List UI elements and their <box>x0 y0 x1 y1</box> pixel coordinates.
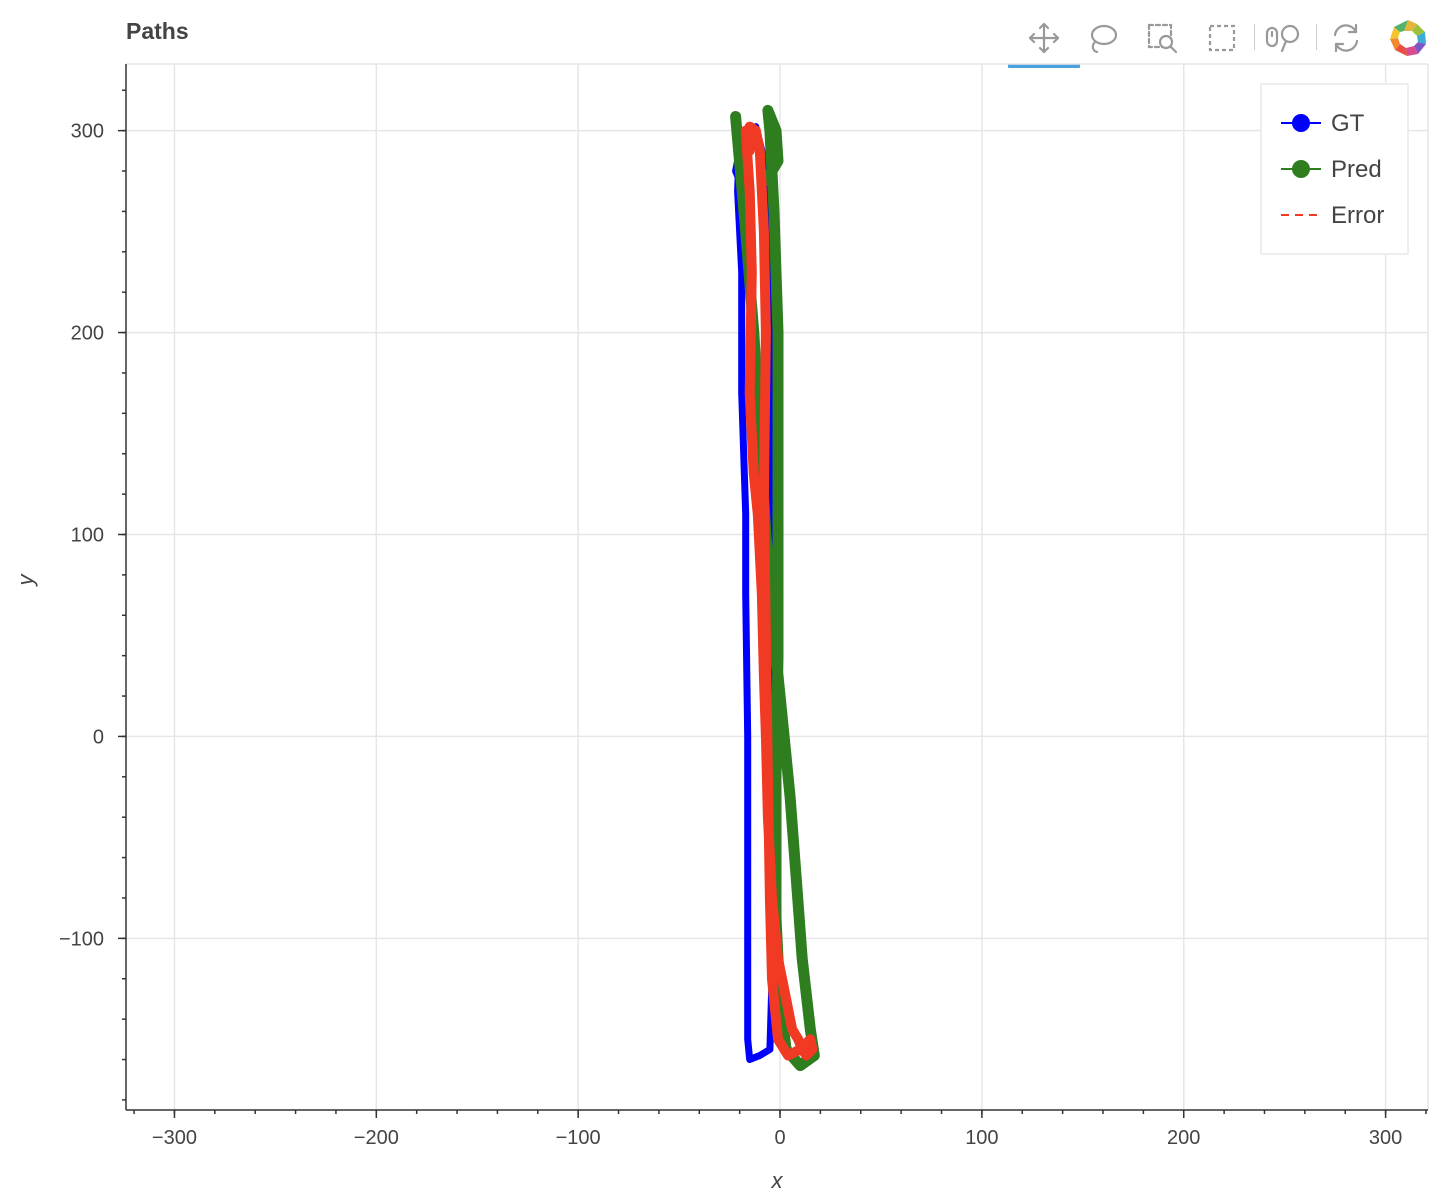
axes: −300 −200 −100 0 100 200 300 −100 0 100 200 300 <box>59 64 1428 1149</box>
lasso-icon <box>1090 24 1118 54</box>
box-select-icon <box>1208 24 1236 52</box>
wheel-zoom-tool[interactable] <box>1262 16 1306 60</box>
legend-item-gt: GT <box>1281 110 1365 137</box>
box-zoom-icon <box>1147 23 1178 54</box>
x-tick-label: −100 <box>556 1127 601 1149</box>
x-tick-label: 100 <box>965 1127 998 1149</box>
y-tick-label: 0 <box>93 726 104 748</box>
legend-label-pred: Pred <box>1331 156 1382 183</box>
y-tick-label: 100 <box>71 524 104 546</box>
lasso-select-tool[interactable] <box>1080 16 1124 60</box>
x-tick-label: 300 <box>1369 1127 1402 1149</box>
x-axis-title: x <box>771 1168 784 1193</box>
pan-tool[interactable] <box>1008 16 1080 68</box>
y-tick-label: 200 <box>71 323 104 345</box>
toolbar <box>1008 10 1440 68</box>
x-tick-label: 200 <box>1167 1127 1200 1149</box>
box-select-tool[interactable] <box>1200 16 1244 60</box>
legend: GT Pred Error <box>1260 83 1409 255</box>
legend-label-error: Error <box>1331 202 1384 229</box>
y-axis-title: y <box>13 573 38 588</box>
plot-area[interactable] <box>730 104 820 1072</box>
y-tick-label: 300 <box>71 121 104 143</box>
x-tick-label: −300 <box>152 1127 197 1149</box>
x-tick-label: −200 <box>354 1127 399 1149</box>
chart-title: Paths <box>126 18 189 44</box>
pan-icon <box>1028 22 1060 54</box>
box-zoom-tool[interactable] <box>1140 16 1184 60</box>
x-tick-label: 0 <box>774 1127 785 1149</box>
legend-item-error: Error <box>1281 202 1384 229</box>
reset-tool[interactable] <box>1324 16 1368 60</box>
wheel-zoom-icon <box>1265 24 1300 53</box>
reset-icon <box>1333 23 1359 53</box>
series-line-error <box>740 121 818 1061</box>
y-tick-label: −100 <box>59 928 104 950</box>
legend-item-pred: Pred <box>1281 156 1382 183</box>
bokeh-logo-icon <box>1390 20 1426 56</box>
legend-label-gt: GT <box>1331 110 1365 137</box>
bokeh-logo[interactable] <box>1386 16 1430 60</box>
